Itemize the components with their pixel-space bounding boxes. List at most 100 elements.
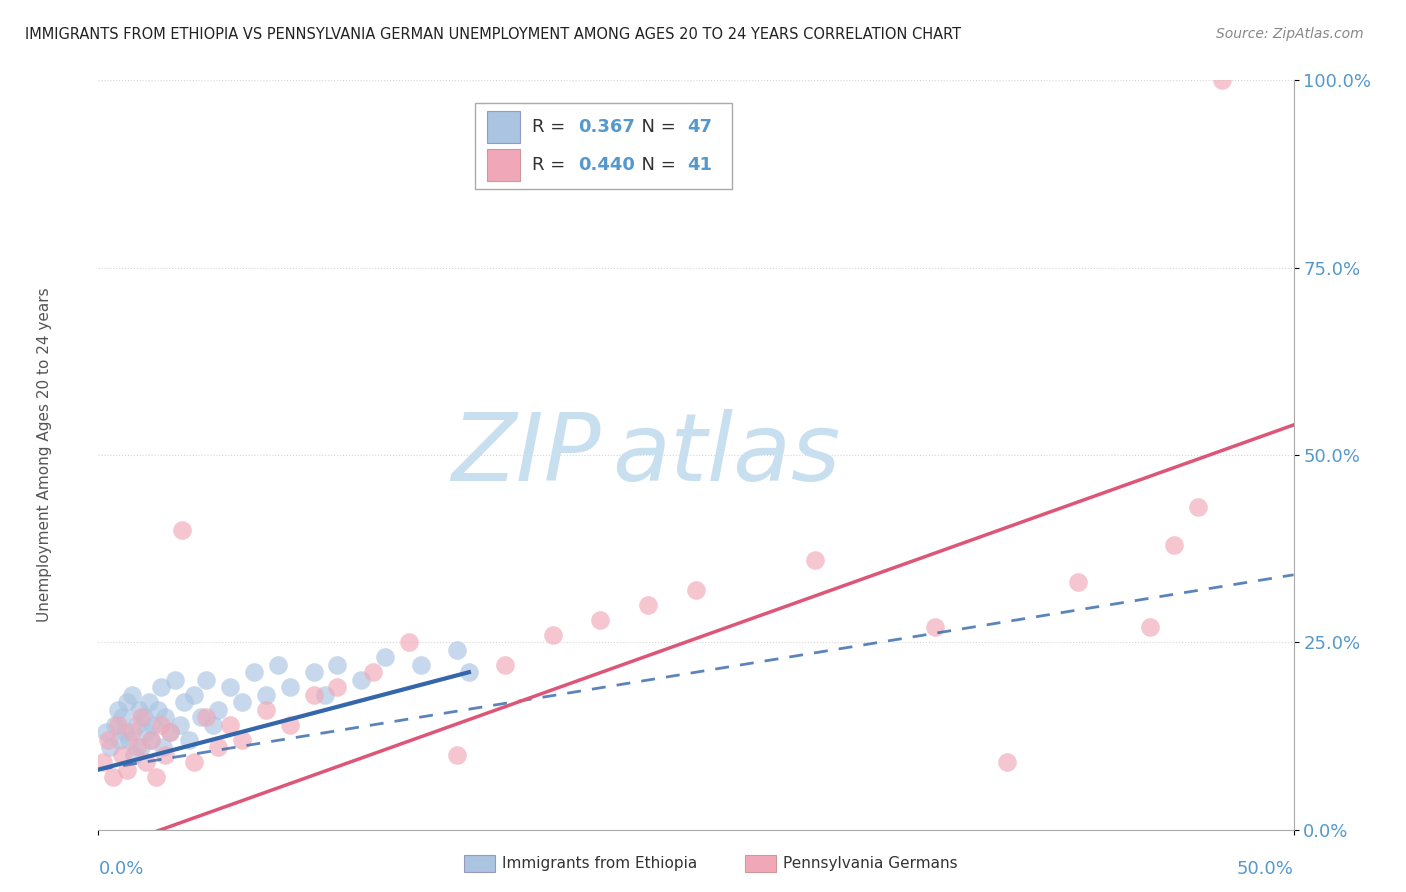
Point (111, 747, 134, 762)
Point (541, 628, 564, 642)
Point (173, 695, 195, 709)
Point (132, 710, 155, 724)
Point (159, 725, 181, 739)
Point (108, 732, 131, 747)
Point (149, 680, 172, 694)
Point (111, 710, 134, 724)
Text: 0.440: 0.440 (578, 156, 634, 174)
Point (149, 717, 172, 731)
Point (589, 613, 612, 627)
Point (115, 763, 138, 777)
Point (155, 747, 177, 762)
Point (131, 740, 153, 755)
Point (254, 703, 277, 717)
Point (91, 755, 114, 769)
Point (97, 732, 120, 747)
Point (115, 695, 138, 709)
Text: atlas: atlas (613, 409, 841, 500)
Text: IMMIGRANTS FROM ETHIOPIA VS PENNSYLVANIA GERMAN UNEMPLOYMENT AMONG AGES 20 TO 24: IMMIGRANTS FROM ETHIOPIA VS PENNSYLVANIA… (25, 27, 962, 42)
Point (446, 747, 468, 762)
Point (190, 710, 212, 724)
Point (458, 665, 481, 680)
Point (446, 642, 468, 657)
Point (207, 703, 229, 717)
Point (138, 695, 160, 709)
Point (172, 523, 194, 537)
Point (121, 688, 143, 702)
Point (278, 717, 301, 731)
Text: 47: 47 (688, 118, 713, 136)
Point (1067, 575, 1090, 590)
Point (411, 657, 433, 672)
Point (148, 703, 170, 717)
Text: N =: N = (630, 118, 682, 136)
Text: R =: R = (533, 156, 571, 174)
Point (125, 740, 148, 755)
Point (104, 717, 127, 731)
Point (135, 725, 157, 739)
Point (179, 732, 201, 747)
Point (183, 755, 205, 769)
Point (94, 725, 117, 739)
Point (107, 717, 129, 731)
Point (924, 620, 946, 634)
Point (169, 717, 191, 731)
Point (124, 747, 146, 762)
Text: Immigrants from Ethiopia: Immigrants from Ethiopia (502, 856, 697, 871)
Point (219, 680, 242, 694)
Point (1163, 538, 1185, 552)
Point (118, 732, 141, 747)
Text: Source: ZipAtlas.com: Source: ZipAtlas.com (1216, 27, 1364, 41)
Point (302, 665, 325, 680)
Point (995, 755, 1018, 769)
Point (195, 710, 218, 724)
Text: Pennsylvania Germans: Pennsylvania Germans (783, 856, 957, 871)
Point (637, 598, 659, 612)
Point (114, 725, 136, 739)
Point (142, 717, 165, 731)
Point (1211, 73, 1233, 87)
Text: N =: N = (630, 156, 682, 174)
Point (131, 710, 153, 724)
Point (398, 635, 420, 649)
Point (1139, 620, 1161, 634)
Point (302, 688, 325, 702)
Point (267, 657, 290, 672)
Point (195, 673, 218, 687)
Point (243, 665, 266, 680)
FancyBboxPatch shape (486, 112, 520, 143)
Point (254, 688, 277, 702)
Text: Unemployment Among Ages 20 to 24 years: Unemployment Among Ages 20 to 24 years (37, 287, 52, 623)
Point (804, 553, 827, 567)
Point (685, 582, 707, 597)
Point (350, 673, 373, 687)
Point (155, 710, 177, 724)
Point (145, 770, 167, 784)
Point (101, 770, 124, 784)
Point (207, 740, 229, 755)
Point (231, 732, 253, 747)
Text: 0.367: 0.367 (578, 118, 634, 136)
Text: ZIP: ZIP (451, 409, 600, 500)
FancyBboxPatch shape (486, 149, 520, 180)
Point (135, 755, 157, 769)
Point (98, 740, 122, 755)
Point (139, 732, 162, 747)
Point (125, 717, 148, 731)
Point (139, 732, 162, 747)
Point (202, 717, 225, 731)
Text: 0.0%: 0.0% (98, 860, 143, 878)
Text: 50.0%: 50.0% (1237, 860, 1294, 878)
Point (163, 673, 186, 687)
Point (231, 695, 253, 709)
Point (121, 725, 143, 739)
Text: 41: 41 (688, 156, 713, 174)
Point (159, 725, 181, 739)
FancyBboxPatch shape (475, 103, 733, 189)
Point (183, 688, 205, 702)
Point (107, 703, 129, 717)
Point (363, 665, 385, 680)
Point (494, 657, 516, 672)
Point (278, 680, 301, 694)
Point (1187, 500, 1209, 515)
